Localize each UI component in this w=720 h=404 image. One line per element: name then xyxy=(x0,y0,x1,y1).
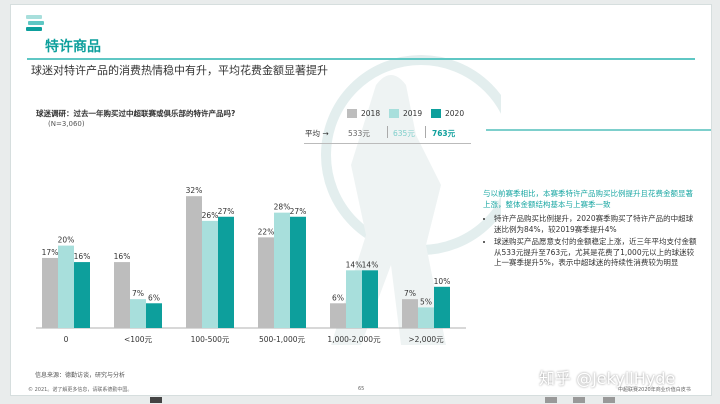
data-label-2020-0: 16% xyxy=(74,252,91,261)
bar-2020-0 xyxy=(74,262,90,328)
nav-control-button[interactable] xyxy=(603,397,615,403)
data-label-2019-2: 26% xyxy=(202,211,219,220)
section-title: 特许商品 xyxy=(45,39,101,55)
bar-2018-4 xyxy=(330,303,346,328)
data-label-2018-0: 17% xyxy=(42,248,59,257)
survey-question: 球迷调研：过去一年购买过中超联赛或俱乐部的特许产品吗? xyxy=(36,109,236,118)
data-label-2019-3: 28% xyxy=(274,203,291,212)
data-label-2018-3: 22% xyxy=(258,227,275,236)
nav-prev-button[interactable] xyxy=(150,397,162,403)
insight-list: 特许产品购买比例提升，2020赛季购买了特许产品的中超球迷比例为84%，较201… xyxy=(483,214,697,269)
insight-bullet: 特许产品购买比例提升，2020赛季购买了特许产品的中超球迷比例为84%，较201… xyxy=(494,214,697,235)
data-label-2020-2: 27% xyxy=(218,207,235,216)
average-label: 平均 → xyxy=(305,129,329,138)
average-separator xyxy=(425,126,426,138)
bar-2018-3 xyxy=(258,237,274,328)
source-note: 信息来源：德勤访谈，研究与分析 xyxy=(35,372,126,379)
data-label-2020-1: 6% xyxy=(148,293,160,302)
average-2019: 635元 xyxy=(393,129,415,138)
insight-heading: 与以前赛季相比，本赛季特许产品购买比例提升且花费金额显著上涨，整体金额结构基本与… xyxy=(483,189,693,209)
bar-2018-2 xyxy=(186,196,202,328)
bar-2020-3 xyxy=(290,216,306,328)
legend-swatch-2019 xyxy=(389,109,399,118)
data-label-2020-5: 10% xyxy=(434,277,451,286)
legend-label-2019: 2019 xyxy=(403,109,423,118)
bar-2019-2 xyxy=(202,220,218,328)
panel-accent-bar xyxy=(486,129,711,131)
bar-2019-5 xyxy=(418,307,434,328)
title-divider xyxy=(27,58,695,60)
nav-control-button[interactable] xyxy=(545,397,557,403)
data-label-2019-1: 7% xyxy=(132,289,144,298)
category-label-0: 0 xyxy=(64,335,69,344)
logo-icon xyxy=(26,15,44,31)
bar-2019-4 xyxy=(346,270,362,328)
category-label-4: 1,000-2,000元 xyxy=(327,335,381,344)
bar-2019-0 xyxy=(58,245,74,328)
average-2020: 763元 xyxy=(432,129,456,138)
legend-item-2018: 2018 xyxy=(347,109,380,118)
data-label-2018-1: 16% xyxy=(114,252,131,261)
bar-2018-1 xyxy=(114,262,130,328)
data-label-2020-3: 27% xyxy=(290,207,307,216)
bar-2020-1 xyxy=(146,303,162,328)
legend-swatch-2020 xyxy=(431,109,441,118)
data-label-2020-4: 14% xyxy=(362,260,379,269)
category-label-3: 500-1,000元 xyxy=(259,335,305,344)
bar-2020-5 xyxy=(434,286,450,328)
data-label-2019-0: 20% xyxy=(58,236,75,245)
average-2018: 533元 xyxy=(348,129,370,138)
legend-label-2020: 2020 xyxy=(445,109,465,118)
footer-copyright: © 2021。诺了解更多信息，请联系德勤中国。 xyxy=(28,387,133,393)
watermark: 知乎 @JekyllHyde xyxy=(539,369,676,388)
category-label-2: 100-500元 xyxy=(191,335,230,344)
insight-bullet: 球迷购买产品愿意支付的金额稳定上涨，近三年平均支付金额从533元提升至763元，… xyxy=(494,237,697,269)
slide-subtitle: 球迷对特许产品的消费热情稳中有升，平均花费金额显著提升 xyxy=(31,64,328,77)
data-label-2018-2: 32% xyxy=(186,186,203,195)
legend-item-2019: 2019 xyxy=(389,109,422,118)
average-underline xyxy=(304,143,471,144)
bar-2019-3 xyxy=(274,212,290,328)
legend-swatch-2018 xyxy=(347,109,357,118)
bar-2018-5 xyxy=(402,299,418,328)
sample-size: (N=3,060) xyxy=(48,120,85,128)
data-label-2019-4: 14% xyxy=(346,260,363,269)
bar-2019-1 xyxy=(130,299,146,328)
bar-2020-4 xyxy=(362,270,378,328)
nav-control-button[interactable] xyxy=(573,397,585,403)
footer-title: 中超联赛2020年商业价值白皮书 xyxy=(618,387,691,393)
slide: 特许商品 球迷对特许产品的消费热情稳中有升，平均花费金额显著提升 球迷调研：过去… xyxy=(10,4,712,396)
category-label-1: <100元 xyxy=(124,335,153,344)
bar-2020-2 xyxy=(218,216,234,328)
insight-panel: 与以前赛季相比，本赛季特许产品购买比例提升且花费金额显著上涨，整体金额结构基本与… xyxy=(483,188,697,271)
data-label-2018-5: 7% xyxy=(404,289,416,298)
data-label-2019-5: 5% xyxy=(420,297,432,306)
bar-2018-0 xyxy=(42,257,58,328)
average-separator xyxy=(387,126,388,138)
category-label-5: >2,000元 xyxy=(408,335,444,344)
page-number: 65 xyxy=(358,386,365,392)
legend-item-2020: 2020 xyxy=(431,109,464,118)
data-label-2018-4: 6% xyxy=(332,293,344,302)
legend-label-2018: 2018 xyxy=(361,109,381,118)
